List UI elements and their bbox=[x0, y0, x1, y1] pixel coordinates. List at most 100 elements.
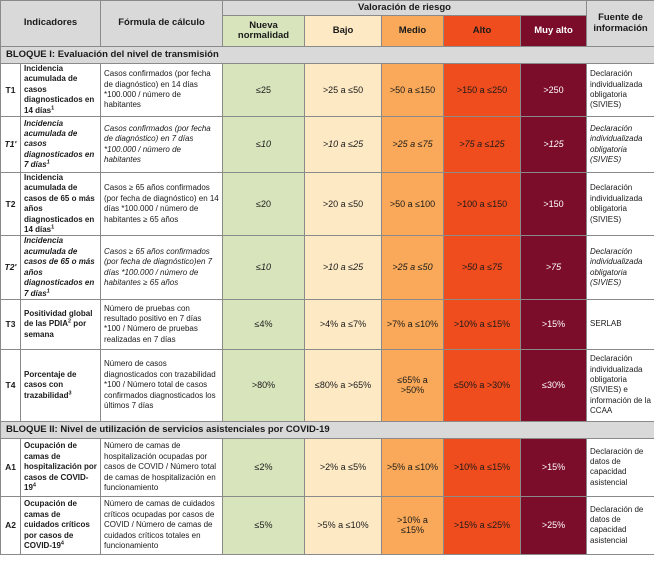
value-medio: >25 a ≤50 bbox=[381, 235, 445, 300]
table-row: T4 Porcentaje de casos con trazabilidad3 N… bbox=[0, 348, 654, 422]
value-bajo: >2% a ≤5% bbox=[304, 437, 383, 497]
indicator-name: Ocupación de camas de cuidados críticos … bbox=[19, 495, 102, 555]
value-medio: >50 a ≤150 bbox=[381, 62, 445, 118]
value-alto: >75 a ≤125 bbox=[443, 116, 522, 174]
header-formula: Fórmula de cálculo bbox=[100, 0, 224, 47]
footnote-marker: 4 bbox=[32, 482, 36, 489]
header-level-medio: Medio bbox=[381, 15, 445, 47]
block-title: BLOQUE I: Evaluación del nivel de transm… bbox=[0, 46, 654, 64]
indicator-code: A2 bbox=[0, 495, 21, 555]
footnote-marker: 2 bbox=[68, 318, 72, 325]
indicator-name: Positividad global de las PDIA2 por sema… bbox=[19, 298, 102, 350]
indicator-name-text: Incidencia acumulada de casos diagnostic… bbox=[24, 64, 95, 115]
source-cell: Declaración individualizada obligatoria … bbox=[586, 62, 654, 118]
value-alto: ≤50% a >30% bbox=[443, 348, 522, 422]
indicator-name-text: Incidencia acumulada de casos de 65 o má… bbox=[24, 173, 95, 235]
value-nueva-normalidad: ≤10 bbox=[222, 235, 306, 300]
value-alto: >15% a ≤25% bbox=[443, 495, 522, 555]
indicator-name-text: Porcentaje de casos con trazabilidad bbox=[24, 369, 77, 400]
indicator-code: T1' bbox=[0, 116, 21, 174]
value-bajo: >25 a ≤50 bbox=[304, 62, 383, 118]
header-indicadores: Indicadores bbox=[0, 0, 102, 47]
table-row: T2 Incidencia acumulada de casos de 65 o … bbox=[0, 172, 654, 237]
value-nueva-normalidad: ≤25 bbox=[222, 62, 306, 118]
indicator-name-text: Incidencia acumulada de casos de 65 o má… bbox=[24, 236, 95, 298]
value-alto: >100 a ≤150 bbox=[443, 172, 522, 237]
indicator-name-text: Ocupación de camas de hospitalización po… bbox=[24, 441, 97, 493]
source-cell: SERLAB bbox=[586, 298, 654, 350]
value-bajo: >10 a ≤25 bbox=[304, 116, 383, 174]
value-nueva-normalidad: ≤5% bbox=[222, 495, 306, 555]
block-title: BLOQUE II: Nivel de utilización de servi… bbox=[0, 420, 654, 439]
risk-indicators-table: Indicadores Fórmula de cálculo Valoració… bbox=[0, 0, 654, 555]
footnote-marker: 4 bbox=[60, 540, 64, 547]
formula-cell: Casos ≥ 65 años confirmados (por fecha d… bbox=[100, 235, 224, 300]
formula-cell: Número de pruebas con resultado positivo… bbox=[100, 298, 224, 350]
table-row: T1 Incidencia acumulada de casos diagnost… bbox=[0, 62, 654, 118]
value-bajo: >10 a ≤25 bbox=[304, 235, 383, 300]
value-medio: >50 a ≤100 bbox=[381, 172, 445, 237]
value-nueva-normalidad: >80% bbox=[222, 348, 306, 422]
source-cell: Declaración individualizada obligatoria … bbox=[586, 348, 654, 422]
formula-cell: Número de casos diagnosticados con traza… bbox=[100, 348, 224, 422]
block-row: BLOQUE II: Nivel de utilización de servi… bbox=[0, 420, 654, 439]
table-row: T1' Incidencia acumulada de casos diagnos… bbox=[0, 116, 654, 174]
formula-cell: Casos confirmados (por fecha de diagnóst… bbox=[100, 62, 224, 118]
indicator-name: Incidencia acumulada de casos de 65 o má… bbox=[19, 172, 102, 237]
indicator-name-text: Positividad global de las PDIA bbox=[24, 308, 93, 329]
formula-cell: Número de camas de cuidados críticos ocu… bbox=[100, 495, 224, 555]
header-level-nueva-normalidad: Nueva normalidad bbox=[222, 15, 306, 47]
footnote-marker: 3 bbox=[68, 389, 72, 396]
indicator-code: T1 bbox=[0, 62, 21, 118]
table-row: T2' Incidencia acumulada de casos de 65 o… bbox=[0, 235, 654, 300]
value-muy-alto: >75 bbox=[520, 235, 588, 300]
table-body: BLOQUE I: Evaluación del nivel de transm… bbox=[0, 46, 654, 555]
value-medio: >5% a ≤10% bbox=[381, 437, 445, 497]
indicator-code: A1 bbox=[0, 437, 21, 497]
header-fuente: Fuente de información bbox=[586, 0, 654, 47]
indicator-code: T2 bbox=[0, 172, 21, 237]
source-cell: Declaración individualizada obligatoria … bbox=[586, 172, 654, 237]
indicator-code: T3 bbox=[0, 298, 21, 350]
value-medio: >25 a ≤75 bbox=[381, 116, 445, 174]
value-nueva-normalidad: ≤2% bbox=[222, 437, 306, 497]
header-level-bajo: Bajo bbox=[304, 15, 383, 47]
value-muy-alto: >25% bbox=[520, 495, 588, 555]
value-muy-alto: >125 bbox=[520, 116, 588, 174]
value-alto: >150 a ≤250 bbox=[443, 62, 522, 118]
indicator-name-text: Incidencia acumulada de casos diagnostic… bbox=[24, 118, 95, 170]
value-alto: >10% a ≤15% bbox=[443, 437, 522, 497]
table-row: A2 Ocupación de camas de cuidados crítico… bbox=[0, 495, 654, 555]
value-medio: >10% a ≤15% bbox=[381, 495, 445, 555]
indicator-name-text: Ocupación de camas de cuidados críticos … bbox=[24, 499, 90, 551]
value-muy-alto: >250 bbox=[520, 62, 588, 118]
indicator-name: Incidencia acumulada de casos diagnostic… bbox=[19, 116, 102, 174]
source-cell: Declaración de datos de capacidad asiste… bbox=[586, 495, 654, 555]
value-bajo: ≤80% a >65% bbox=[304, 348, 383, 422]
indicator-name: Incidencia acumulada de casos de 65 o má… bbox=[19, 235, 102, 300]
source-cell: Declaración de datos de capacidad asiste… bbox=[586, 437, 654, 497]
value-bajo: >20 a ≤50 bbox=[304, 172, 383, 237]
header-level-muy-alto: Muy alto bbox=[520, 15, 588, 47]
indicator-code: T4 bbox=[0, 348, 21, 422]
value-alto: >10% a ≤15% bbox=[443, 298, 522, 350]
footnote-marker: 1 bbox=[51, 224, 55, 231]
value-nueva-normalidad: ≤10 bbox=[222, 116, 306, 174]
value-muy-alto: ≤30% bbox=[520, 348, 588, 422]
footnote-marker: 1 bbox=[46, 159, 50, 166]
value-muy-alto: >15% bbox=[520, 298, 588, 350]
formula-cell: Casos confirmados (por fecha de diagnóst… bbox=[100, 116, 224, 174]
value-medio: >7% a ≤10% bbox=[381, 298, 445, 350]
indicator-code: T2' bbox=[0, 235, 21, 300]
footnote-marker: 1 bbox=[51, 104, 55, 111]
block-row: BLOQUE I: Evaluación del nivel de transm… bbox=[0, 46, 654, 64]
value-medio: ≤65% a >50% bbox=[381, 348, 445, 422]
header-valoracion: Valoración de riesgo bbox=[222, 0, 588, 16]
value-bajo: >4% a ≤7% bbox=[304, 298, 383, 350]
value-bajo: >5% a ≤10% bbox=[304, 495, 383, 555]
source-cell: Declaración individualizada obligatoria … bbox=[586, 235, 654, 300]
formula-cell: Número de camas de hospitalización ocupa… bbox=[100, 437, 224, 497]
indicator-name-tail: por semana bbox=[24, 319, 87, 339]
header-level-alto: Alto bbox=[443, 15, 522, 47]
value-alto: >50 a ≤75 bbox=[443, 235, 522, 300]
